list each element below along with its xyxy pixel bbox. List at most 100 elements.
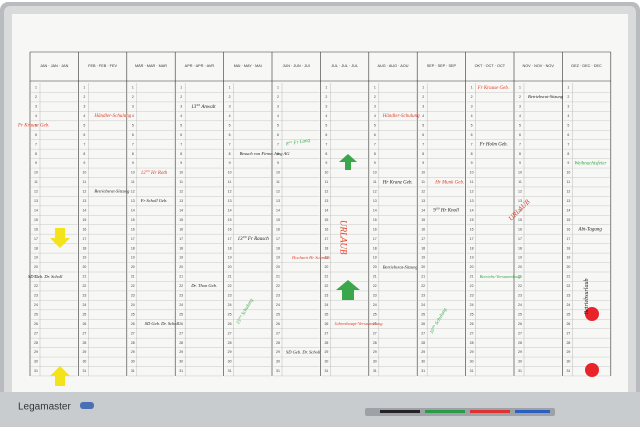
handwritten-note: Dr. Thon Geb.: [190, 283, 217, 288]
day-number: 24: [34, 303, 38, 307]
handwritten-note: Betriebsrat-Sitzung: [383, 264, 419, 269]
day-number: 16: [82, 227, 86, 231]
day-number: 2: [132, 95, 134, 99]
day-number: 16: [324, 227, 328, 231]
day-number: 17: [324, 237, 328, 241]
day-number: 14: [179, 208, 183, 212]
day-number: 30: [566, 360, 570, 364]
day-number: 29: [179, 350, 183, 354]
day-number: 18: [131, 246, 135, 250]
red-magnet: [585, 307, 599, 321]
day-number: 31: [421, 369, 425, 373]
day-number: 9: [277, 161, 279, 165]
day-number: 22: [324, 284, 328, 288]
day-number: 10: [518, 171, 522, 175]
day-number: 30: [518, 360, 522, 364]
day-number: 28: [34, 341, 38, 345]
day-number: 9: [567, 161, 569, 165]
day-number: 31: [566, 369, 570, 373]
day-number: 23: [470, 294, 474, 298]
day-number: 24: [228, 303, 232, 307]
day-number: 8: [325, 152, 327, 156]
day-number: 23: [373, 294, 377, 298]
day-number: 15: [324, 218, 328, 222]
day-number: 23: [276, 294, 280, 298]
month-header: JUN · JUN · JUI: [283, 64, 310, 68]
day-number: 17: [131, 237, 135, 241]
day-number: 30: [34, 360, 38, 364]
day-number: 1: [471, 86, 473, 90]
day-number: 6: [325, 133, 327, 137]
day-number: 2: [83, 95, 85, 99]
day-number: 27: [228, 331, 232, 335]
green-arrow-up: [336, 280, 360, 300]
day-number: 21: [518, 275, 522, 279]
brand-badge: [80, 402, 94, 409]
day-number: 19: [179, 256, 183, 260]
day-number: 10: [228, 171, 232, 175]
day-number: 2: [471, 95, 473, 99]
day-number: 5: [422, 123, 424, 127]
day-number: 25: [518, 312, 522, 316]
day-number: 3: [83, 105, 85, 109]
day-number: 16: [228, 227, 232, 231]
day-number: 22: [421, 284, 425, 288]
day-number: 16: [276, 227, 280, 231]
day-number: 16: [131, 227, 135, 231]
day-number: 1: [325, 86, 327, 90]
day-number: 8: [422, 152, 424, 156]
day-number: 22: [470, 284, 474, 288]
day-number: 25: [179, 312, 183, 316]
day-number: 19: [373, 256, 377, 260]
day-number: 21: [34, 275, 38, 279]
day-number: 15: [470, 218, 474, 222]
day-number: 2: [422, 95, 424, 99]
day-number: 7: [277, 142, 279, 146]
day-number: 9: [422, 161, 424, 165]
day-number: 3: [35, 105, 37, 109]
day-number: 8: [229, 152, 231, 156]
day-number: 15: [34, 218, 38, 222]
day-number: 22: [276, 284, 280, 288]
day-number: 23: [421, 294, 425, 298]
month-header: MAI · MAY · MAI: [234, 64, 262, 68]
day-number: 26: [131, 322, 135, 326]
day-number: 10: [373, 171, 377, 175]
day-number: 29: [518, 350, 522, 354]
day-number: 29: [373, 350, 377, 354]
day-number: 11: [34, 180, 38, 184]
day-number: 7: [567, 142, 569, 146]
day-number: 18: [179, 246, 183, 250]
handwritten-note: SD Geb. Dr. Scholl: [28, 274, 63, 279]
day-number: 27: [421, 331, 425, 335]
handwritten-note: Fr Scholl Geb.: [140, 198, 168, 203]
day-number: 26: [421, 322, 425, 326]
day-number: 1: [519, 86, 521, 90]
day-number: 28: [324, 341, 328, 345]
day-number: 14: [470, 208, 474, 212]
handwritten-note: 13°° Fr Rausch: [238, 237, 270, 242]
day-number: 2: [180, 95, 182, 99]
day-number: 10: [276, 171, 280, 175]
day-number: 25: [324, 312, 328, 316]
day-number: 10: [324, 171, 328, 175]
day-number: 25: [470, 312, 474, 316]
day-number: 16: [518, 227, 522, 231]
day-number: 3: [519, 105, 521, 109]
day-number: 2: [374, 95, 376, 99]
day-number: 8: [567, 152, 569, 156]
day-number: 7: [180, 142, 182, 146]
handwritten-note: Hr Munk Geb.: [434, 180, 464, 185]
day-number: 21: [131, 275, 135, 279]
day-number: 2: [325, 95, 327, 99]
day-number: 22: [373, 284, 377, 288]
day-number: 27: [179, 331, 183, 335]
day-number: 17: [566, 237, 570, 241]
day-number: 9: [180, 161, 182, 165]
day-number: 15: [82, 218, 86, 222]
day-number: 10: [179, 171, 183, 175]
day-number: 8: [519, 152, 521, 156]
day-number: 17: [34, 237, 38, 241]
handwritten-note: SD Geb. Dr. Scholl: [286, 349, 321, 354]
day-number: 2: [519, 95, 521, 99]
